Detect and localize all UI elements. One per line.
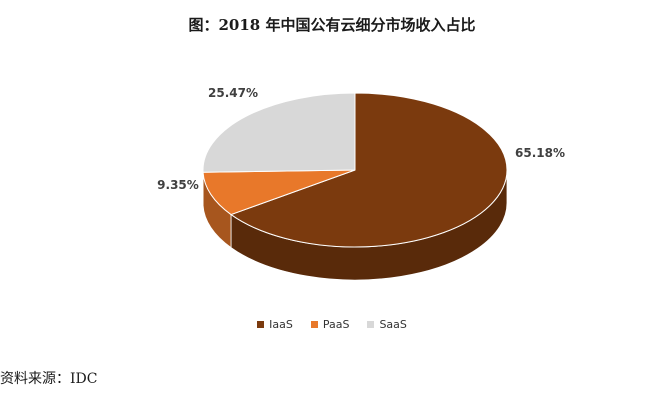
legend-item-saas: SaaS	[367, 318, 407, 331]
data-label-paas: 9.35%	[157, 178, 199, 192]
legend-item-paas: PaaS	[310, 318, 350, 331]
data-label-saas: 25.47%	[208, 86, 258, 100]
legend-swatch-iaas	[257, 321, 265, 328]
pie-tops	[202, 92, 508, 248]
legend-label-saas: SaaS	[379, 318, 407, 331]
source-note: 资料来源：IDC	[0, 371, 98, 387]
pie-slice-saas	[202, 92, 356, 173]
legend-label-iaas: IaaS	[269, 318, 293, 331]
legend-swatch-paas	[310, 321, 318, 328]
data-label-iaas: 65.18%	[515, 146, 565, 160]
legend-item-iaas: IaaS	[257, 318, 293, 331]
legend-label-paas: PaaS	[322, 318, 350, 331]
chart-legend: IaaS PaaS SaaS	[0, 318, 664, 331]
chart-title: 图：2018 年中国公有云细分市场收入占比	[188, 16, 476, 34]
legend-swatch-saas	[367, 321, 375, 328]
pie-slice-iaas	[229, 92, 508, 248]
pie-slice-paas	[202, 169, 356, 216]
